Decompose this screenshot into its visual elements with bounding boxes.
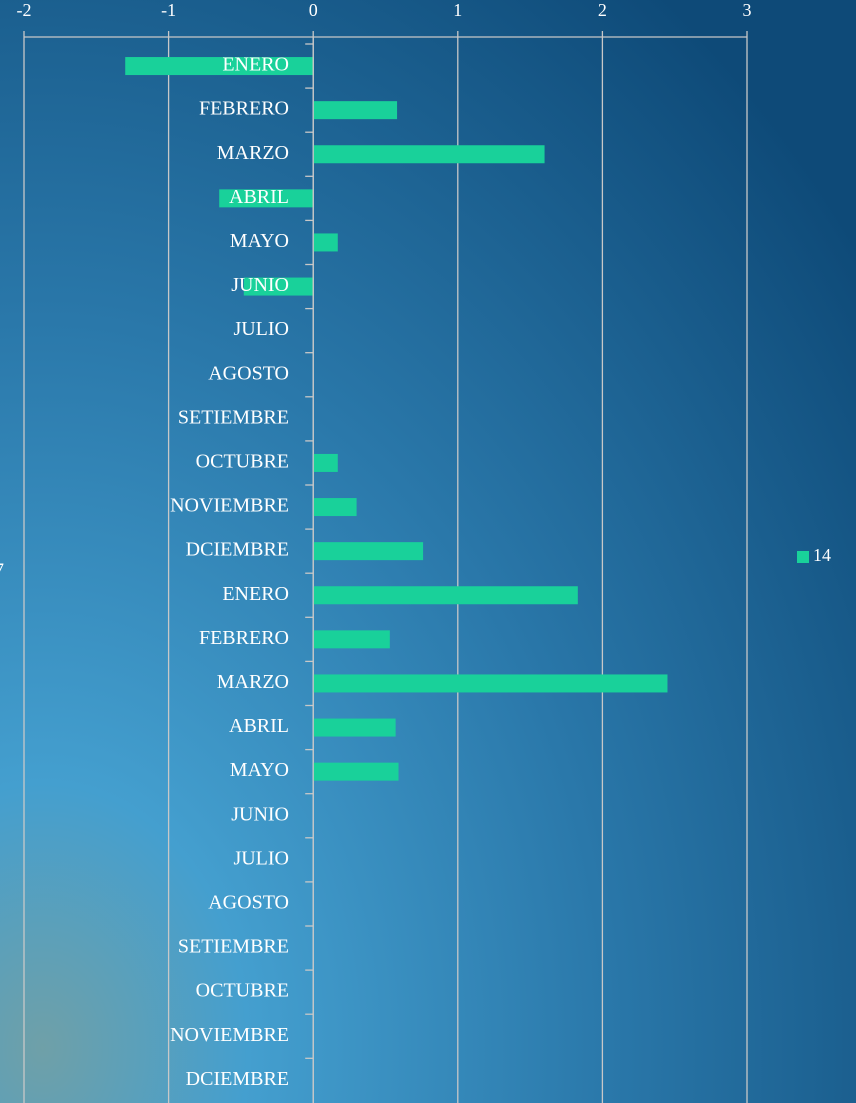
y-tick-label: JUNIO xyxy=(231,803,289,825)
bar xyxy=(313,718,396,737)
y-tick-label: ABRIL xyxy=(229,715,289,737)
y-tick-label: NOVIEMBRE xyxy=(170,495,289,517)
y-tick-label: SETIEMBRE xyxy=(178,936,289,958)
y-tick-label: DCIEMBRE xyxy=(186,1068,289,1090)
bar xyxy=(313,453,338,472)
bar xyxy=(313,145,545,164)
legend-label: 14 xyxy=(813,545,831,565)
y-tick-label: ENERO xyxy=(222,583,289,605)
bar xyxy=(125,57,314,76)
y-tick-label: AGOSTO xyxy=(208,892,289,914)
y-tick-label: MARZO xyxy=(217,142,289,164)
y-tick-label: SETIEMBRE xyxy=(178,406,289,428)
x-tick-label: 2 xyxy=(598,0,607,20)
y-tick-label: ABRIL xyxy=(229,186,289,208)
bar xyxy=(313,630,390,649)
y-tick-label: OCTUBRE xyxy=(196,980,289,1002)
y-tick-label: MARZO xyxy=(217,671,289,693)
bar xyxy=(219,189,314,208)
y-tick-label: DCIEMBRE xyxy=(186,539,289,561)
y-tick-label: JULIO xyxy=(233,847,289,869)
y-tick-label: ENERO xyxy=(222,54,289,76)
bar xyxy=(313,542,424,561)
x-tick-label: -1 xyxy=(161,0,176,20)
bar xyxy=(313,762,399,781)
x-tick-label: 3 xyxy=(743,0,752,20)
y-tick-label: JULIO xyxy=(233,318,289,340)
bar xyxy=(243,277,314,296)
y-tick-label: AGOSTO xyxy=(208,362,289,384)
y-tick-label: NOVIEMBRE xyxy=(170,1024,289,1046)
x-tick-label: 0 xyxy=(309,0,318,20)
legend-swatch xyxy=(797,551,809,563)
y-tick-label: OCTUBRE xyxy=(196,451,289,473)
bar xyxy=(313,498,357,517)
y-tick-label: MAYO xyxy=(230,230,289,252)
y-tick-label: JUNIO xyxy=(231,274,289,296)
bar xyxy=(313,586,578,605)
annotation: 7 xyxy=(0,560,4,582)
x-tick-label: -2 xyxy=(17,0,32,20)
y-tick-label: MAYO xyxy=(230,759,289,781)
bar xyxy=(313,101,398,120)
bar xyxy=(313,233,338,252)
y-tick-label: FEBRERO xyxy=(199,98,289,120)
x-tick-label: 1 xyxy=(453,0,462,20)
bar xyxy=(313,674,668,693)
y-tick-label: FEBRERO xyxy=(199,627,289,649)
